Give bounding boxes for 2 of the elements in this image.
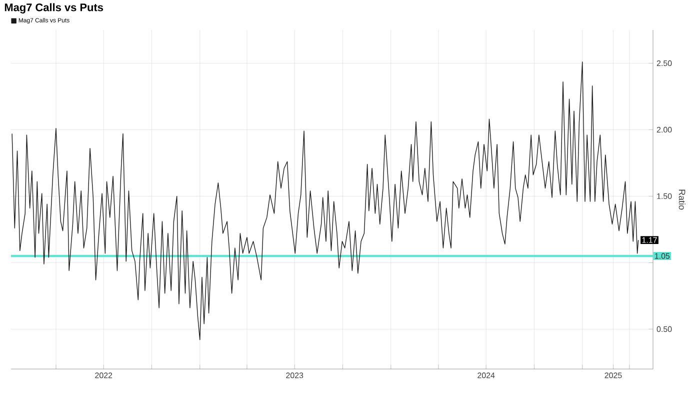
chart-title: Mag7 Calls vs Puts	[4, 3, 104, 14]
y-axis-title: Ratio	[678, 190, 686, 210]
